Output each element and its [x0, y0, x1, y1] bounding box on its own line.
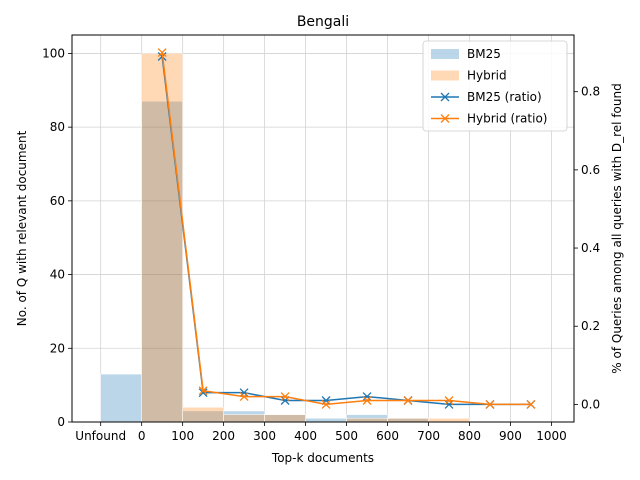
point-hybrid-ratio-1 — [198, 386, 208, 396]
bar-bm25-0 — [100, 373, 142, 423]
y2-tick-label: 0.4 — [581, 241, 600, 255]
y2-tick-label: 0.0 — [581, 397, 600, 411]
point-hybrid-ratio-7 — [444, 396, 454, 405]
y-tick-label: 60 — [50, 194, 65, 208]
point-hybrid-ratio-6 — [403, 396, 413, 405]
y-axis-right: 0.0 0.2 0.4 0.6 0.8 — [574, 85, 600, 411]
point-hybrid-ratio-3 — [280, 392, 290, 402]
x-tick-label: 500 — [335, 429, 358, 443]
y2-tick-label: 0.8 — [581, 85, 600, 99]
line-bm25-ratio — [161, 56, 531, 406]
point-hybrid-ratio-5 — [362, 396, 372, 405]
x-tick-label: 1000 — [536, 429, 567, 443]
point-hybrid-ratio-8 — [485, 399, 495, 409]
point-bm25-ratio-2 — [239, 388, 249, 398]
x-tick-label: 800 — [458, 429, 481, 443]
x-tick-label: 900 — [499, 429, 522, 443]
y2-tick-label: 0.2 — [581, 319, 600, 333]
point-hybrid-ratio-4 — [321, 399, 331, 409]
bar-hybrid-8 — [428, 418, 470, 423]
y2-tick-label: 0.6 — [581, 163, 600, 177]
point-hybrid-ratio-9 — [526, 399, 536, 409]
y2-axis-label: % of Queries among all queries with D_re… — [610, 83, 624, 373]
x-tick-label: 0 — [138, 429, 146, 443]
legend-label-bm25: BM25 — [467, 47, 501, 61]
bar-hybrid-1 — [141, 53, 183, 423]
y-tick-label: 0 — [57, 415, 65, 429]
y-tick-label: 100 — [42, 46, 65, 60]
bar-hybrid-3 — [223, 414, 265, 423]
y-axis-left: 0 20 40 60 80 100 — [42, 46, 72, 429]
point-bm25-ratio-7 — [444, 399, 454, 409]
legend-label-hybrid: Hybrid — [467, 69, 507, 83]
x-axis: Unfound 0 100 200 300 400 500 600 700 800 900 1000 — [75, 422, 567, 443]
point-hybrid-ratio-0 — [157, 48, 167, 58]
point-hybrid-ratio-2 — [239, 392, 249, 402]
ratio-lines — [157, 48, 536, 409]
x-tick-label: 700 — [417, 429, 440, 443]
bar-hybrid-2 — [182, 407, 224, 423]
legend-swatch-hybrid — [431, 70, 459, 81]
x-tick-label: 100 — [171, 429, 194, 443]
bar-hybrid-7 — [387, 418, 429, 423]
point-bm25-ratio-5 — [362, 392, 372, 402]
x-tick-label: 200 — [212, 429, 235, 443]
chart-title: Bengali — [297, 14, 349, 30]
bar-bm25-5 — [305, 418, 347, 423]
x-tick-label: Unfound — [75, 429, 126, 443]
y-tick-label: 20 — [50, 341, 65, 355]
legend-swatch-bm25 — [431, 49, 459, 59]
legend: BM25 Hybrid BM25 (ratio) Hybrid (ratio) — [422, 40, 568, 132]
point-bm25-ratio-1 — [198, 388, 208, 398]
bar-hybrid-6 — [346, 418, 388, 423]
x-axis-label: Top-k documents — [271, 451, 374, 465]
x-tick-label: 300 — [253, 429, 276, 443]
legend-label-bm25-ratio: BM25 (ratio) — [467, 90, 542, 104]
legend-box — [422, 40, 568, 132]
line-hybrid-ratio — [161, 52, 531, 406]
bar-hybrid-4 — [264, 414, 306, 423]
x-tick-label: 400 — [294, 429, 317, 443]
y-axis-label: No. of Q with relevant document — [15, 130, 29, 326]
x-tick-label: 600 — [376, 429, 399, 443]
bars — [100, 53, 470, 423]
y-tick-label: 40 — [50, 268, 65, 282]
plot-frame — [71, 34, 575, 423]
y-tick-label: 80 — [50, 120, 65, 134]
legend-marker-hybrid-ratio — [440, 114, 450, 123]
legend-label-hybrid-ratio: Hybrid (ratio) — [467, 112, 547, 126]
legend-marker-bm25-ratio — [440, 92, 450, 102]
